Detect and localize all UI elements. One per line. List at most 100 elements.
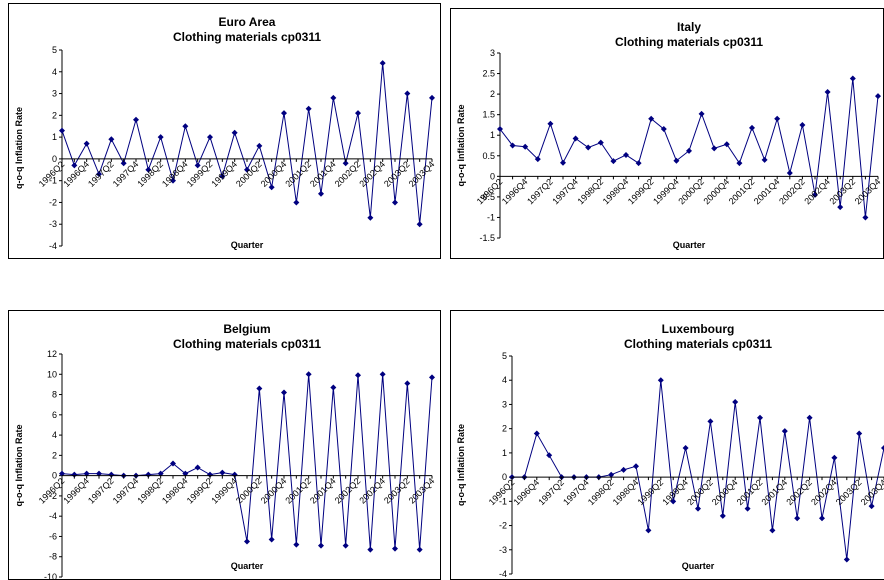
data-point	[194, 162, 201, 169]
data-point	[732, 399, 739, 406]
y-tick-label: -1	[499, 496, 507, 506]
x-tick-label: 1996Q4	[511, 477, 541, 507]
data-point	[824, 89, 831, 96]
data-point	[207, 134, 213, 141]
data-point	[711, 145, 718, 152]
data-point	[749, 124, 755, 131]
data-point	[342, 160, 349, 167]
chart-subtitle: Clothing materials cp0311	[624, 337, 772, 351]
data-point	[305, 371, 312, 378]
data-point	[367, 546, 374, 553]
data-point	[799, 121, 806, 128]
panel-frame	[8, 3, 441, 259]
x-tick-label: 2000Q4	[701, 177, 731, 207]
data-point	[670, 498, 677, 505]
data-point	[633, 463, 639, 470]
data-point	[781, 428, 788, 435]
data-point	[837, 204, 844, 211]
x-tick-label: 2002Q4	[809, 477, 839, 507]
data-point	[533, 430, 540, 437]
data-point	[719, 512, 726, 519]
y-axis-title: q-o-q Inflation Rate	[456, 424, 466, 506]
data-point	[819, 515, 825, 522]
data-point	[682, 445, 689, 452]
x-tick-label: 1997Q4	[550, 177, 580, 207]
x-tick-label: 1997Q4	[561, 477, 591, 507]
data-point	[585, 144, 592, 151]
y-tick-label: 10	[47, 369, 57, 379]
y-tick-label: 5	[502, 351, 507, 361]
x-tick-label: 1999Q2	[626, 177, 656, 207]
x-tick-label: 2003Q2	[382, 476, 412, 506]
data-point	[244, 166, 250, 173]
data-point	[522, 143, 529, 150]
data-point	[429, 94, 435, 101]
data-point	[608, 471, 615, 478]
y-tick-label: -4	[49, 241, 57, 251]
data-point	[497, 126, 503, 133]
data-point	[623, 151, 629, 158]
y-tick-label: -8	[49, 552, 57, 562]
y-tick-label: 3	[502, 399, 507, 409]
data-point	[761, 156, 768, 163]
x-tick-label: 1999Q4	[209, 159, 239, 189]
y-tick-label: 12	[47, 349, 57, 359]
y-tick-label: -10	[44, 572, 57, 580]
data-point	[108, 136, 115, 143]
data-point	[597, 139, 604, 146]
data-point	[856, 430, 863, 437]
y-tick-label: -3	[49, 219, 57, 229]
y-tick-label: -2	[499, 521, 507, 531]
x-tick-label: 2001Q4	[759, 477, 789, 507]
data-point	[794, 515, 801, 522]
data-point	[707, 418, 714, 425]
x-axis-title: Quarter	[673, 240, 706, 250]
x-tick-label: 1999Q4	[651, 177, 681, 207]
x-tick-label: 1998Q4	[611, 477, 641, 507]
data-point	[534, 156, 541, 163]
x-tick-label: 2000Q2	[234, 476, 264, 506]
data-point	[404, 90, 411, 97]
y-tick-label: -3	[499, 545, 507, 555]
data-point	[256, 385, 263, 392]
x-tick-label: 2003Q4	[407, 476, 437, 506]
y-tick-label: 0.5	[482, 151, 495, 161]
x-axis-title: Quarter	[231, 240, 264, 250]
data-point	[392, 199, 398, 206]
x-tick-label: 2000Q2	[685, 477, 715, 507]
data-point	[59, 127, 65, 134]
x-tick-label: 1997Q4	[111, 476, 141, 506]
data-point	[219, 173, 226, 180]
data-point	[572, 135, 579, 142]
x-tick-label: 1999Q4	[660, 477, 690, 507]
y-tick-label: 1	[502, 448, 507, 458]
data-point	[757, 414, 763, 421]
data-point	[170, 177, 176, 184]
x-tick-label: 2003Q4	[407, 159, 437, 189]
x-tick-label: 2001Q2	[727, 177, 757, 207]
x-tick-label: 1998Q2	[575, 177, 605, 207]
x-tick-label: 1999Q2	[185, 159, 215, 189]
data-point	[157, 470, 164, 477]
x-tick-label: 2000Q2	[676, 177, 706, 207]
x-tick-label: 2002Q2	[777, 177, 807, 207]
data-point	[367, 214, 374, 221]
y-tick-label: 8	[52, 390, 57, 400]
y-tick-label: 4	[52, 430, 57, 440]
chart-subtitle: Clothing materials cp0311	[615, 35, 763, 49]
data-point	[379, 371, 386, 378]
chart-subtitle: Clothing materials cp0311	[173, 30, 321, 44]
y-tick-label: -2	[49, 197, 57, 207]
x-tick-label: 1998Q4	[160, 476, 190, 506]
data-point	[843, 556, 850, 563]
y-axis-title: q-o-q Inflation Rate	[14, 107, 24, 189]
x-axis-title: Quarter	[682, 561, 715, 571]
data-point	[698, 110, 705, 117]
y-tick-label: 2.5	[482, 69, 495, 79]
data-point	[83, 140, 90, 147]
series-line	[61, 374, 433, 550]
data-point	[83, 470, 90, 477]
data-point	[305, 105, 312, 112]
data-point	[648, 115, 655, 122]
